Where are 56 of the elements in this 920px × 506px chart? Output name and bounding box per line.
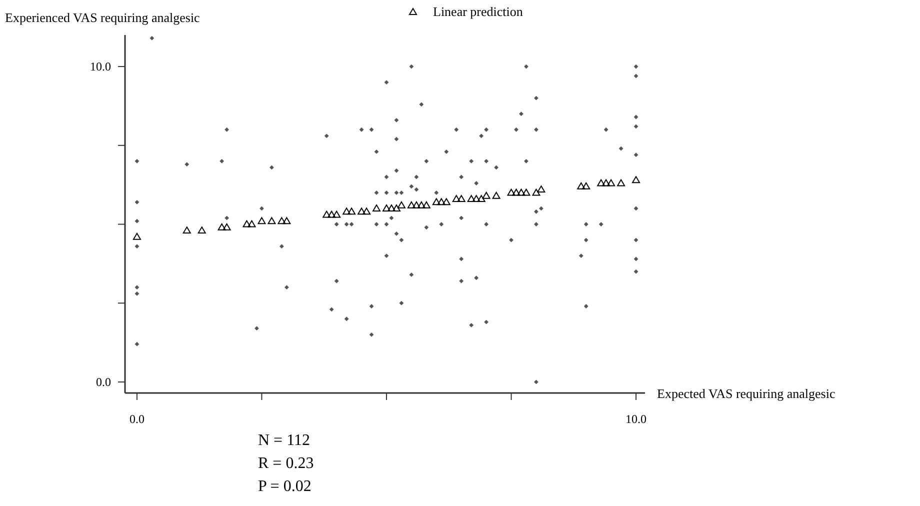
text: N = 112 [258,432,310,449]
point [258,217,266,224]
point [442,198,450,206]
point [358,208,366,215]
point [507,188,516,196]
point [452,195,460,202]
point [348,208,356,215]
point [218,223,226,230]
point [512,188,520,196]
x-axis-title: Expected VAS requiring analgesic [657,386,836,401]
point [182,226,191,234]
point [322,210,331,218]
point [632,176,640,184]
point [132,232,141,240]
point [482,192,490,199]
point [607,179,616,186]
point [382,204,390,212]
point [467,195,476,202]
point [392,204,400,212]
point [342,208,351,215]
point [242,220,251,228]
point [597,179,606,186]
point [532,188,540,196]
point [278,217,286,224]
text: R = 0.23 [258,455,314,472]
point [282,217,291,224]
point [437,198,446,206]
point [407,201,416,208]
point [472,195,480,202]
y-axis-title: Experienced VAS requiring analgesic [5,10,200,25]
legend-label: Linear prediction [433,4,524,19]
point [362,208,371,215]
point [222,223,231,230]
text: P = 0.02 [258,478,312,495]
point [198,226,206,234]
point [457,195,466,202]
point [387,204,396,212]
point [582,182,590,190]
point [248,220,256,228]
point [617,179,626,186]
point [422,201,430,208]
point [372,204,381,212]
point [477,195,486,202]
point [492,192,500,199]
point [577,182,586,190]
point [537,186,546,193]
point [332,210,341,218]
point [412,201,420,208]
point [602,179,610,186]
point [397,201,406,208]
point [268,217,276,224]
point [522,188,530,196]
point [417,201,426,208]
point [432,198,440,206]
point [328,210,336,218]
point [517,188,526,196]
